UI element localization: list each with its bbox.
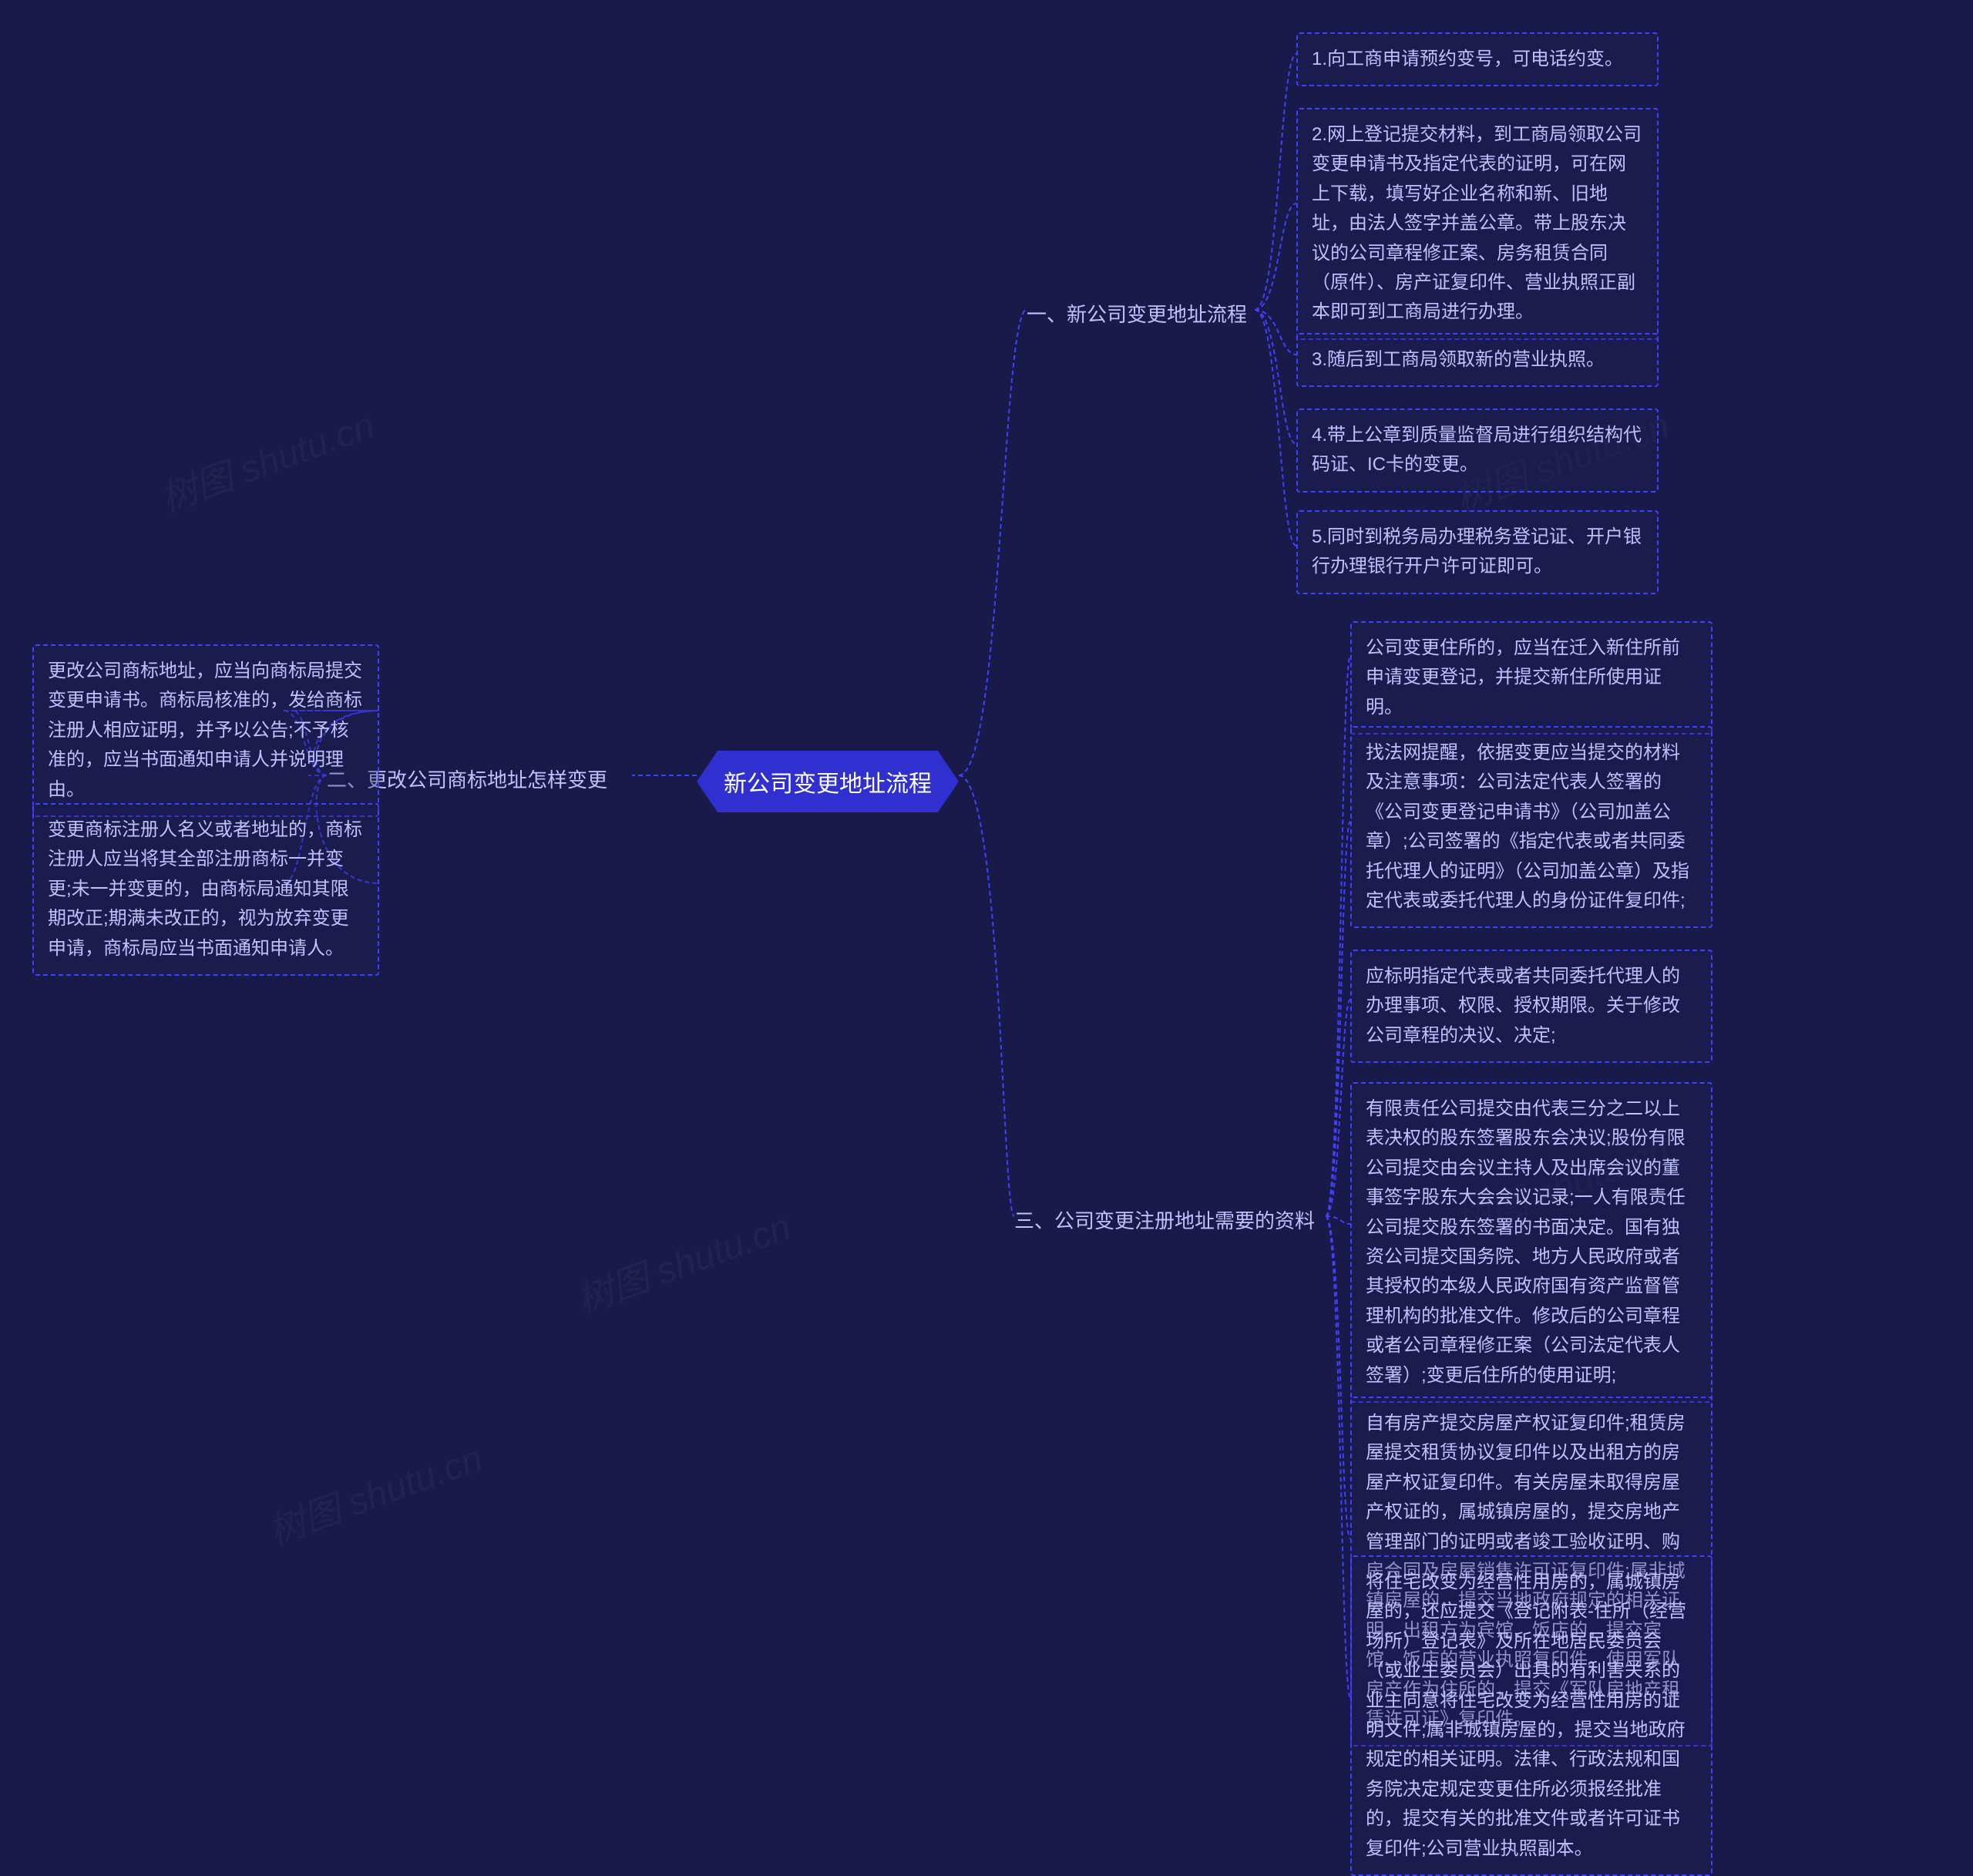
leaf-node: 有限责任公司提交由代表三分之二以上表决权的股东签署股东会决议;股份有限公司提交由… [1350, 1082, 1713, 1403]
leaf-node: 4.带上公章到质量监督局进行组织结构代码证、IC卡的变更。 [1296, 408, 1659, 493]
root-node: 新公司变更地址流程 [697, 751, 959, 812]
leaf-node: 公司变更住所的，应当在迁入新住所前申请变更登记，并提交新住所使用证明。 [1350, 621, 1713, 735]
watermark: 树图 shutu.cn [152, 395, 381, 522]
leaf-node: 3.随后到工商局领取新的营业执照。 [1296, 333, 1659, 387]
leaf-node: 将住宅改变为经营性用房的，属城镇房屋的，还应提交《登记附表-住所（经营场所）登记… [1350, 1555, 1713, 1876]
leaf-node: 5.同时到税务局办理税务登记证、开户银行办理银行开户许可证即可。 [1296, 510, 1659, 594]
leaf-node: 2.网上登记提交材料，到工商局领取公司变更申请书及指定代表的证明，可在网上下载，… [1296, 108, 1659, 340]
branch-3-label: 三、公司变更注册地址需要的资料 [1014, 1205, 1315, 1234]
watermark: 树图 shutu.cn [568, 1196, 797, 1323]
leaf-node: 变更商标注册人名义或者地址的，商标注册人应当将其全部注册商标一并变更;未一并变更… [32, 803, 379, 976]
leaf-node: 应标明指定代表或者共同委托代理人的办理事项、权限、授权期限。关于修改公司章程的决… [1350, 950, 1713, 1063]
leaf-node: 1.向工商申请预约变号，可电话约变。 [1296, 32, 1659, 86]
leaf-node: 更改公司商标地址，应当向商标局提交变更申请书。商标局核准的，发给商标注册人相应证… [32, 644, 379, 817]
branch-1-label: 一、新公司变更地址流程 [1027, 299, 1247, 328]
watermark: 树图 shutu.cn [260, 1427, 489, 1555]
leaf-node: 找法网提醒，依据变更应当提交的材料及注意事项：公司法定代表人签署的《公司变更登记… [1350, 726, 1713, 928]
